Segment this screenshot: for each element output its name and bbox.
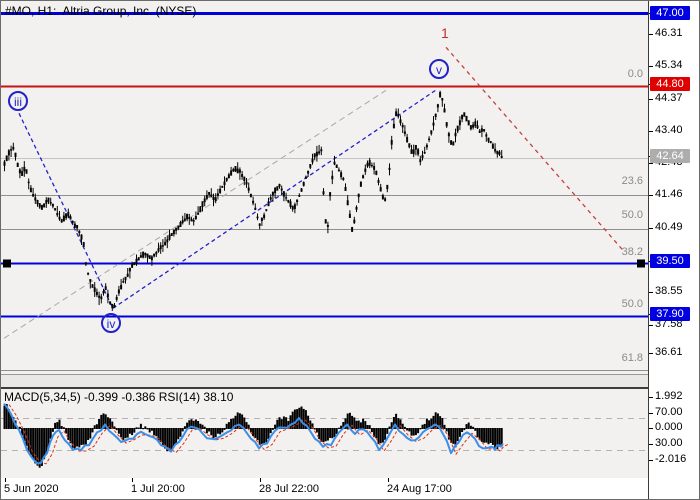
time-axis-tick xyxy=(5,478,6,482)
price-axis-tick xyxy=(649,460,653,461)
macd-signal-line xyxy=(8,404,509,465)
price-axis-label: 1.992 xyxy=(655,390,683,402)
rsi-line xyxy=(3,402,504,465)
price-axis-tick xyxy=(649,413,653,414)
time-axis-label: 24 Aug 17:00 xyxy=(387,483,452,495)
fib-level-label: 50.0 xyxy=(621,298,643,310)
price-axis-label: 45.34 xyxy=(655,59,683,71)
trendline-gray-channel[interactable] xyxy=(3,89,387,339)
price-axis-label: 41.46 xyxy=(655,188,683,200)
price-axis-tick xyxy=(649,163,653,164)
price-axis-badge: 47.00 xyxy=(650,6,690,20)
price-axis-tick xyxy=(649,131,653,132)
price-axis-badge: 42.64 xyxy=(650,149,690,163)
fib-level-label: 23.6 xyxy=(621,175,643,187)
price-axis-badge: 39.50 xyxy=(650,254,690,268)
price-axis-tick xyxy=(649,444,653,445)
price-axis-tick xyxy=(649,325,653,326)
trendline-wave1-projection[interactable] xyxy=(445,46,624,251)
wave-label-1[interactable]: 1 xyxy=(441,25,449,41)
chart-canvas[interactable] xyxy=(1,1,648,478)
price-axis[interactable]: 46.3145.3444.3743.4042.4341.4640.4938.55… xyxy=(648,1,699,499)
horizontal-level-lines[interactable] xyxy=(1,12,648,371)
macd-histogram xyxy=(3,403,503,468)
time-axis-label: 28 Jul 22:00 xyxy=(259,483,319,495)
wave-label-iv[interactable]: iv xyxy=(101,313,121,333)
chart-plot-area[interactable]: #MO, H1: Altria Group, Inc. (NYSE) MACD(… xyxy=(1,1,648,478)
price-axis-label: 30.00 xyxy=(655,437,683,449)
price-axis-label: 37.58 xyxy=(655,318,683,330)
price-axis-label: -2.016 xyxy=(655,453,687,465)
price-axis-badge: 37.90 xyxy=(650,307,690,321)
price-axis-tick xyxy=(649,34,653,35)
price-axis-label: 38.55 xyxy=(655,285,683,297)
price-axis-label: 46.31 xyxy=(655,27,683,39)
time-axis-tick xyxy=(132,478,133,482)
trend-lines[interactable] xyxy=(3,46,624,339)
fib-level-label: 0.0 xyxy=(627,68,643,80)
trendline-wave-iii-to-iv[interactable] xyxy=(18,113,114,309)
price-axis-tick xyxy=(649,228,653,229)
chart-title: #MO, H1: Altria Group, Inc. (NYSE) xyxy=(5,4,197,18)
panel-divider[interactable] xyxy=(1,374,648,389)
price-axis-label: 40.49 xyxy=(655,221,683,233)
wave-label-iii[interactable]: iii xyxy=(8,91,28,111)
line-handle-right[interactable] xyxy=(637,259,645,268)
fib-level-label: 50.0 xyxy=(621,209,643,221)
wave-label-v[interactable]: v xyxy=(429,59,449,79)
price-axis-label: 36.61 xyxy=(655,346,683,358)
time-axis[interactable]: 5 Jun 2020 1 Jul 20:00 28 Jul 22:00 24 Aug … xyxy=(1,478,648,499)
price-axis-label: 0.000 xyxy=(655,421,683,433)
price-axis-tick xyxy=(649,353,653,354)
price-axis-tick xyxy=(649,66,653,67)
price-axis-badge: 44.80 xyxy=(650,77,690,91)
trendline-wave-iv-to-v[interactable] xyxy=(112,88,438,309)
price-axis-tick xyxy=(649,397,653,398)
candlesticks xyxy=(3,90,503,311)
price-axis-label: 44.37 xyxy=(655,92,683,104)
price-axis-tick xyxy=(649,292,653,293)
price-axis-label: 70.00 xyxy=(655,406,683,418)
indicator-label: MACD(5,34,5) -0.399 -0.386 RSI(14) 38.10 xyxy=(4,390,234,404)
time-axis-label: 5 Jun 2020 xyxy=(4,483,59,495)
price-axis-label: 43.40 xyxy=(655,124,683,136)
fib-level-label: 38.2 xyxy=(621,246,643,258)
time-axis-tick xyxy=(260,478,261,482)
time-axis-label: 1 Jul 20:00 xyxy=(131,483,185,495)
macd-panel xyxy=(1,402,647,468)
price-axis-tick xyxy=(649,99,653,100)
price-axis-tick xyxy=(649,428,653,429)
time-axis-tick xyxy=(388,478,389,482)
fib-level-label: 61.8 xyxy=(621,352,643,364)
price-axis-tick xyxy=(649,195,653,196)
line-handle-left[interactable] xyxy=(3,259,11,268)
